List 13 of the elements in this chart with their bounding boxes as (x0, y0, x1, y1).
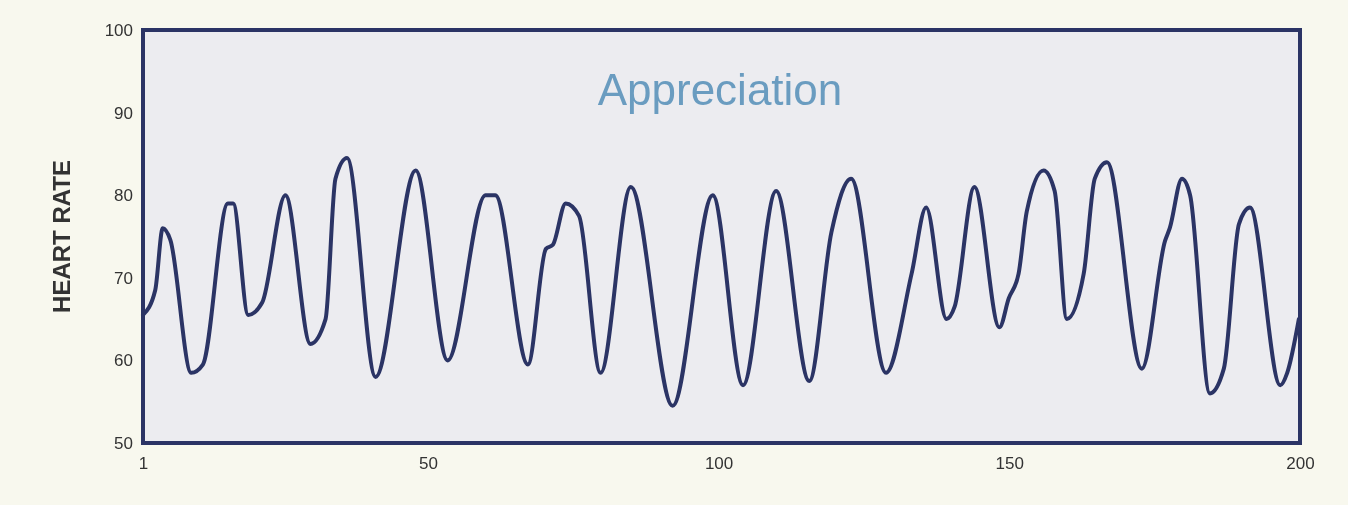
y-tick-label: 70 (114, 268, 133, 288)
x-tick-label: 1 (138, 454, 149, 474)
x-tick-label: 150 (995, 454, 1024, 474)
y-tick-label: 80 (114, 186, 133, 206)
y-tick-label: 100 (104, 20, 133, 40)
y-tick-label: 90 (114, 103, 133, 123)
x-tick-label: 50 (418, 454, 438, 474)
x-tick-label: 100 (704, 454, 734, 474)
y-axis-title: HEART RATE (48, 160, 75, 313)
text: Appreciation (597, 65, 843, 114)
y-tick-label: 50 (114, 433, 133, 453)
x-tick-label: 200 (1286, 454, 1315, 474)
y-tick-label: 60 (114, 351, 133, 371)
